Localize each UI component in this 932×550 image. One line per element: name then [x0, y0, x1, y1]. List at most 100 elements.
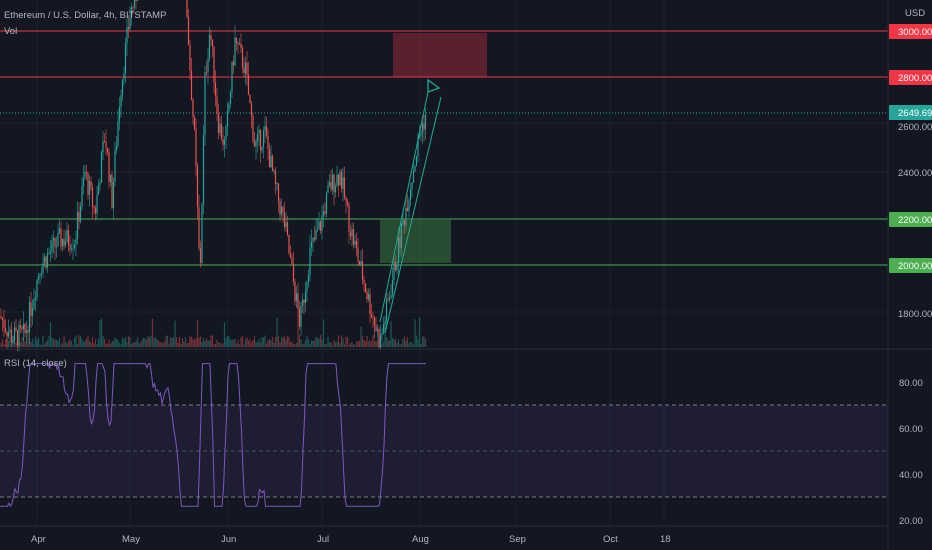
volume-bar: [327, 336, 329, 347]
volume-bar: [82, 341, 85, 347]
volume-bar: [322, 319, 325, 347]
volume-bar: [352, 344, 355, 347]
volume-bar: [115, 338, 118, 347]
time-label-aug: Aug: [412, 534, 429, 545]
volume-bar: [351, 341, 353, 347]
candle-body: [120, 95, 122, 108]
candle-body: [261, 146, 263, 151]
volume-bar: [376, 339, 379, 347]
volume-bar: [409, 341, 412, 347]
volume-bar: [132, 342, 134, 347]
candle-body: [100, 152, 103, 183]
volume-bar: [255, 341, 257, 347]
candle-body: [7, 332, 10, 336]
volume-bar: [97, 338, 100, 347]
volume-bar: [105, 343, 107, 347]
volume-bar: [126, 342, 128, 347]
volume-bar: [274, 336, 277, 347]
volume-bar: [159, 342, 161, 347]
volume-bar: [396, 342, 398, 347]
candle-body: [424, 115, 427, 130]
candle-body: [73, 244, 76, 249]
volume-bar: [81, 339, 83, 347]
candle-body: [202, 135, 205, 205]
candle-body: [313, 237, 316, 240]
volume-bar: [178, 336, 181, 347]
volume-bar: [163, 341, 166, 347]
candle-body: [412, 171, 415, 183]
rsi-legend[interactable]: RSI (14, close): [4, 358, 67, 369]
volume-bar: [412, 344, 415, 347]
price-tick-2600: 2600.00: [898, 122, 932, 133]
candle-body: [259, 129, 262, 151]
volume-bar: [259, 342, 262, 347]
symbol-title[interactable]: Ethereum / U.S. Dollar, 4h, BITSTAMP: [4, 10, 166, 21]
candle-body: [298, 309, 301, 327]
volume-bar: [388, 340, 391, 347]
candle-body: [237, 42, 239, 45]
volume-bar: [225, 338, 227, 347]
candle-body: [18, 324, 20, 346]
candle-body: [382, 324, 385, 334]
badge-2200[interactable]: 2200.00: [889, 212, 932, 227]
volume-bar: [417, 339, 419, 347]
volume-bar: [33, 344, 35, 347]
candle-body: [297, 293, 299, 310]
volume-bar: [418, 317, 421, 347]
volume-bar: [3, 344, 5, 347]
candle-body: [285, 222, 287, 227]
candle-body: [106, 147, 109, 153]
candle-body: [102, 141, 104, 153]
volume-bar: [355, 341, 358, 347]
channel-line-upper[interactable]: [379, 91, 429, 323]
candle-body: [291, 257, 293, 265]
candle-body: [286, 222, 289, 235]
candle-body: [294, 281, 296, 302]
candle-body: [252, 115, 254, 142]
volume-bar: [349, 343, 352, 347]
volume-legend[interactable]: Vol: [4, 26, 17, 37]
volume-bar: [186, 343, 188, 347]
badge-2000[interactable]: 2000.00: [889, 258, 932, 273]
volume-bar: [100, 318, 103, 347]
volume-bar: [66, 343, 68, 347]
support-zone[interactable]: [380, 220, 451, 263]
volume-bar: [333, 339, 335, 347]
target-arrow-icon[interactable]: [427, 78, 441, 93]
candle-body: [315, 230, 317, 240]
currency-label[interactable]: USD: [905, 8, 925, 19]
volume-bar: [0, 342, 2, 347]
candle-body: [247, 74, 250, 95]
candle-body: [348, 204, 350, 232]
volume-bar: [181, 338, 184, 347]
candle-body: [240, 43, 242, 48]
badge-last-price[interactable]: 2649.69: [889, 105, 932, 120]
volume-bar: [87, 335, 89, 347]
candle-body: [30, 302, 32, 316]
resistance-zone[interactable]: [393, 33, 487, 77]
time-label-apr: Apr: [31, 534, 46, 545]
volume-bar: [61, 343, 64, 347]
candle-body: [34, 297, 37, 300]
candle-body: [292, 264, 295, 282]
time-label-jun: Jun: [221, 534, 236, 545]
candle-body: [324, 211, 326, 214]
candle-body: [367, 294, 370, 300]
candle-body: [112, 181, 115, 209]
candle-body: [352, 229, 355, 245]
volume-bar: [166, 335, 169, 347]
channel-line-lower[interactable]: [384, 96, 442, 334]
volume-bar: [370, 341, 373, 347]
candle-body: [390, 295, 392, 298]
candle-body: [414, 165, 416, 172]
volume-bar: [423, 336, 425, 347]
badge-2800[interactable]: 2800.00: [889, 70, 932, 85]
badge-3000[interactable]: 3000.00: [889, 24, 932, 39]
candle-body: [36, 279, 38, 298]
candle-body: [337, 174, 340, 186]
candle-body: [396, 263, 398, 271]
volume-bar: [372, 335, 374, 347]
candle-body: [111, 174, 113, 209]
candle-body: [79, 206, 82, 222]
